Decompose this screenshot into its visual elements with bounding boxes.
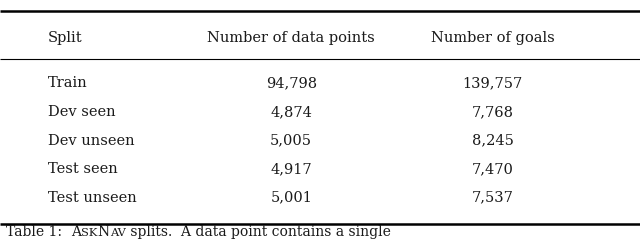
Text: 5,005: 5,005	[270, 134, 312, 148]
Text: N: N	[97, 225, 109, 239]
Text: 7,470: 7,470	[472, 162, 514, 176]
Text: Split: Split	[48, 30, 83, 45]
Text: Number of goals: Number of goals	[431, 30, 555, 45]
Text: 139,757: 139,757	[463, 76, 523, 91]
Text: Table 1:: Table 1:	[6, 225, 71, 239]
Text: 7,537: 7,537	[472, 191, 514, 205]
Text: Dev seen: Dev seen	[48, 105, 116, 119]
Text: 7,768: 7,768	[472, 105, 514, 119]
Text: 4,917: 4,917	[270, 162, 312, 176]
Text: 94,798: 94,798	[266, 76, 317, 91]
Text: 8,245: 8,245	[472, 134, 514, 148]
Text: Test seen: Test seen	[48, 162, 118, 176]
Text: Dev unseen: Dev unseen	[48, 134, 134, 148]
Text: 4,874: 4,874	[270, 105, 312, 119]
Text: splits.  A data point contains a single: splits. A data point contains a single	[125, 225, 390, 239]
Text: Test unseen: Test unseen	[48, 191, 137, 205]
Text: Number of data points: Number of data points	[207, 30, 375, 45]
Text: AV: AV	[109, 228, 125, 238]
Text: A: A	[71, 225, 81, 239]
Text: 5,001: 5,001	[270, 191, 312, 205]
Text: Train: Train	[48, 76, 88, 91]
Text: SK: SK	[81, 228, 97, 238]
